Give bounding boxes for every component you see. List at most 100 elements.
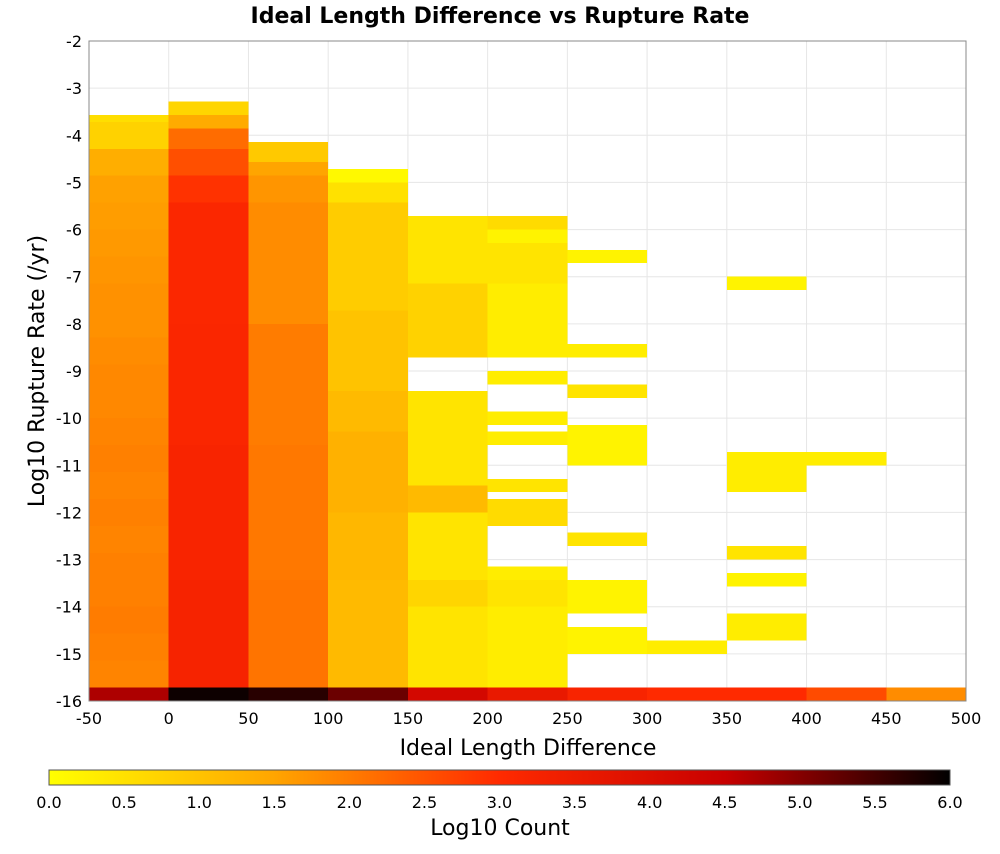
heatmap-cell: [89, 283, 169, 311]
heatmap-cell: [487, 243, 568, 284]
colorbar-tick-label: 4.5: [712, 793, 737, 812]
colorbar-tick-label: 5.5: [862, 793, 887, 812]
heatmap-cell: [168, 148, 249, 176]
y-tick-label: -12: [56, 503, 82, 522]
heatmap-cell: [487, 229, 568, 244]
heatmap-cell: [248, 579, 329, 688]
x-tick-label: 400: [791, 709, 822, 728]
heatmap-cell: [886, 687, 966, 701]
heatmap-cell: [89, 579, 169, 607]
x-tick-label: 500: [951, 709, 982, 728]
colorbar-tick-label: 0.5: [111, 793, 136, 812]
y-tick-label: -13: [56, 551, 82, 570]
heatmap-cell: [89, 310, 169, 338]
heatmap-cell: [248, 162, 329, 176]
heatmap-cell: [726, 687, 807, 701]
x-tick-label: 350: [712, 709, 743, 728]
x-tick-label: 200: [472, 709, 503, 728]
colorbar-tick-label: 6.0: [937, 793, 962, 812]
colorbar-tick-label: 1.5: [262, 793, 287, 812]
y-tick-label: -10: [56, 409, 82, 428]
heatmap-cell: [328, 431, 408, 513]
heatmap-cell: [248, 323, 329, 446]
heatmap-cell: [89, 148, 169, 176]
heatmap-cell: [89, 498, 169, 526]
heatmap-cell: [168, 323, 249, 446]
heatmap-cell: [567, 687, 648, 701]
heatmap-cell: [89, 445, 169, 473]
x-tick-label: 450: [871, 709, 902, 728]
y-axis-ticks: -2 -3 -4 -5 -6 -7 -8 -9 -10 -11 -12 -13 -14 -15 -16: [56, 32, 82, 711]
chart-title: Ideal Length Difference vs Rupture Rate: [251, 4, 750, 29]
colorbar-ticks: 0.0 0.5 1.0 1.5 2.0 2.5 3.0 3.5 4.0 4.5 5.0 5.5 6.0: [36, 793, 962, 812]
x-tick-label: 0: [164, 709, 174, 728]
x-tick-label: 100: [313, 709, 344, 728]
heatmap-cell: [89, 391, 169, 419]
heatmap-cell: [89, 256, 169, 284]
heatmap-cell: [89, 115, 169, 122]
heatmap-cell: [328, 310, 408, 392]
colorbar-tick-label: 3.0: [487, 793, 512, 812]
heatmap-cell: [89, 337, 169, 365]
x-tick-label: -50: [76, 709, 102, 728]
y-axis-label: Log10 Rupture Rate (/yr): [25, 235, 50, 507]
heatmap-cell: [487, 216, 568, 230]
colorbar-tick-label: 1.0: [186, 793, 211, 812]
heatmap-cell: [806, 451, 887, 466]
heatmap-cell: [407, 579, 488, 607]
heatmap-cell: [487, 283, 568, 358]
x-tick-label: 300: [632, 709, 663, 728]
x-axis-ticks: -50 0 50 100 150 200 250 300 350 400 450 500: [76, 709, 981, 728]
x-tick-label: 150: [393, 709, 424, 728]
heatmap-cell: [89, 633, 169, 661]
heatmap-cell: [407, 606, 488, 688]
colorbar-tick-label: 3.5: [562, 793, 587, 812]
y-tick-label: -11: [56, 456, 82, 475]
heatmap-cell: [487, 566, 568, 580]
colorbar-tick-label: 5.0: [787, 793, 812, 812]
heatmap-cell: [487, 579, 568, 607]
colorbar: [48, 769, 951, 786]
x-axis-label: Ideal Length Difference: [400, 736, 657, 761]
colorbar-tick-label: 4.0: [637, 793, 662, 812]
heatmap-cell: [806, 687, 887, 701]
heatmap-cell: [89, 418, 169, 446]
heatmap-cell: [328, 512, 408, 580]
heatmap-cell: [567, 424, 648, 466]
heatmap-cell: [407, 216, 488, 284]
heatmap-cell: [248, 202, 329, 324]
heatmap-cell: [248, 687, 329, 701]
heatmap-cell: [89, 472, 169, 499]
colorbar-tick-label: 0.0: [36, 793, 61, 812]
heatmap-cell: [726, 613, 807, 641]
y-tick-label: -7: [66, 268, 82, 287]
heatmap-cell: [328, 182, 408, 203]
heatmap-cell: [487, 606, 568, 688]
heatmap-cell: [647, 640, 727, 654]
y-tick-label: -9: [66, 362, 82, 381]
heatmap-cell: [407, 687, 488, 701]
x-tick-label: 50: [238, 709, 258, 728]
heatmap-cell: [248, 175, 329, 203]
heatmap-cell: [328, 202, 408, 311]
heatmap-cell: [328, 168, 408, 183]
heatmap-cell: [248, 142, 329, 163]
heatmap-cell: [487, 371, 568, 385]
heatmap-cell: [89, 606, 169, 634]
heatmap-cell: [726, 546, 807, 560]
heatmap-cell: [168, 101, 249, 116]
heatmap-cell: [89, 660, 169, 688]
colorbar-label: Log10 Count: [430, 816, 570, 841]
y-tick-label: -16: [56, 692, 82, 711]
heatmap-cell: [328, 579, 408, 688]
heatmap-cell: [89, 552, 169, 580]
y-tick-label: -6: [66, 221, 82, 240]
heatmap-cell: [487, 431, 568, 446]
heatmap-cell: [407, 485, 488, 513]
heatmap-cell: [89, 364, 169, 392]
heatmap-cell: [567, 249, 648, 264]
heatmap-cell: [89, 175, 169, 203]
colorbar-tick-label: 2.5: [412, 793, 437, 812]
heatmap-cell: [328, 391, 408, 432]
